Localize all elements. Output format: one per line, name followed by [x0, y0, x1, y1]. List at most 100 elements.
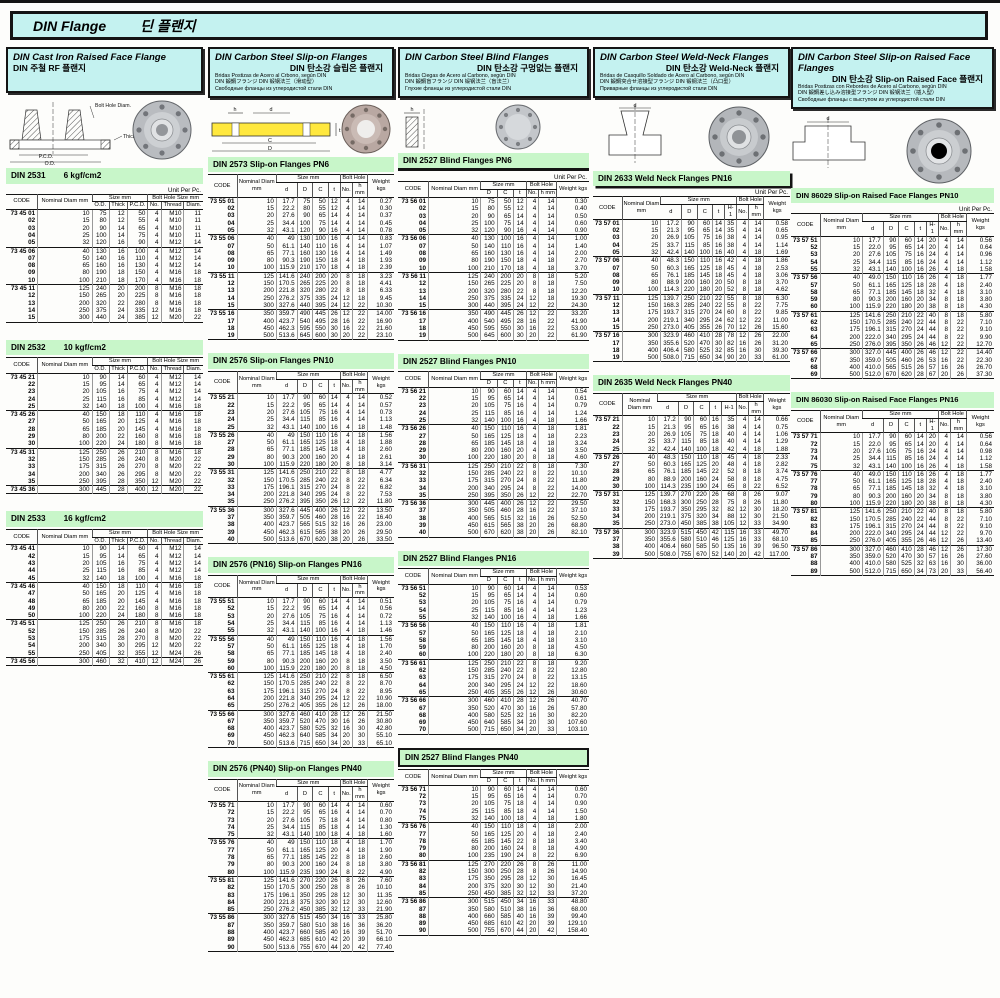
column-header: C [898, 418, 915, 433]
table-row: 13 200 320 280 22 8 18 12.20 [419, 287, 589, 295]
column-header: h mm [538, 379, 557, 388]
table-row: 70 500 513.6 715 650 34 20 33 65.10 [227, 739, 394, 748]
table-row: 34 200 221.8 340 295 24 8 22 7.53 [227, 491, 394, 499]
column-header: h mm [538, 189, 557, 198]
din-2576-pn40-table-block: DIN 2576 (PN40) Slip-on Flanges PN40 CODE… [208, 761, 394, 952]
table-row: 18 450 462.3 595 550 30 16 22 21.60 [227, 324, 394, 333]
table-title-bar: DIN 2531 6 kgf/cm2 [6, 168, 203, 184]
table-row: 25 32 140 18 100 4 M16 18 [28, 402, 203, 411]
pressure-rating: 6 kgf/cm2 [63, 171, 102, 180]
table-title-bar: DIN 2527 Blind Flanges PN6 [398, 152, 589, 172]
table-row: 73 56 01 10 75 50 12 4 14 0.30 [398, 196, 589, 206]
column-header: No. [339, 786, 353, 802]
table-row: 22 15 22.2 95 65 14 4 14 0.57 [227, 401, 394, 409]
table-row: 73 57 51 10 17.7 90 60 14 20 4 14 0.56 [791, 235, 994, 245]
table-row: 35 250 276.2 395 350 26 12 22 11.80 [227, 498, 394, 507]
column-header: Bolt Hole [525, 181, 557, 191]
table-row: 25 32 43.1 140 100 16 4 18 1.48 [227, 423, 394, 432]
table-row: 60 100 220 180 20 8 18 6.30 [419, 651, 589, 660]
column-header: C [312, 786, 329, 802]
section-slip-on-raised-face: DIN Carbon Steel Slip-on Raised Face Fla… [791, 47, 994, 589]
table-row: 53 175 315 28 270 8 M20 22 [28, 635, 203, 643]
din-2527-pn16-table-block: DIN 2527 Blind Flanges PN16 CODE Nominal D… [398, 550, 589, 735]
column-header: t [327, 786, 341, 802]
din-2533-table-block: DIN 2533 16 kgf/cm2 CODE Nominal Diam mm Siz… [6, 511, 203, 666]
table-title: DIN 2633 Weld Neck Flanges PN16 [598, 173, 733, 183]
column-header: D [680, 204, 697, 220]
label-dd: D [268, 146, 272, 152]
spec-table: CODE Nominal Diam mm Size mm Bolt Hole Size… [6, 357, 203, 494]
column-header: t [712, 204, 725, 220]
table-title: DIN 2527 Blind Flanges PN6 [403, 155, 512, 165]
table-row: 57 50 165 125 18 4 18 2.10 [419, 629, 589, 637]
table-row: 73 57 16 300 323.9 460 410 28 78 12 26 22.00 [593, 331, 790, 340]
column-header: d [669, 208, 673, 215]
flange-photo [132, 100, 192, 160]
din-2576-pn10-table-block: DIN 2576 Slip-on Flanges PN10 CODE Nominal… [208, 353, 394, 544]
table-row: 74 25 115 85 18 4 14 1.50 [419, 807, 589, 815]
column-header: Bolt Hole [937, 410, 967, 419]
table-row: 30 100 220 180 20 8 18 4.60 [419, 454, 589, 463]
din-2576-pn16-table-block: DIN 2576 (PN16) Slip-on Flanges PN16 CODE… [208, 557, 394, 748]
table-row: 29 80 200 160 20 4 18 3.50 [419, 447, 589, 455]
column-header: Diam. [183, 201, 203, 210]
table-row: 19 500 645 600 30 20 22 61.90 [419, 332, 589, 341]
table-row: 23 20 27.6 105 75 16 4 14 0.73 [227, 408, 394, 417]
column-header: P.C.D. [126, 537, 148, 545]
table-row: 32 150 168.3 300 250 28 75 8 26 11.80 [612, 498, 790, 506]
table-row: 69 450 640 585 34 20 30 107.60 [419, 719, 589, 727]
section-cast-iron: DIN Cast Iron Raised Face Flange DIN 주철 … [6, 47, 203, 683]
section-subtitle: DIN 탄소강 Weld-Neck 플랜지 [665, 63, 779, 73]
table-row: 13 200 320 22 280 8 M16 18 [28, 299, 203, 307]
table-row: 73 56 16 350 490 445 26 12 22 33.20 [398, 309, 589, 318]
table-row: 35 250 395 350 26 12 22 22.70 [419, 491, 589, 500]
column-header: P.C.D. [126, 201, 148, 210]
section-title: DIN Carbon Steel Blind Flanges [405, 52, 549, 63]
table-row: 82 150 300 250 28 8 26 14.90 [419, 868, 589, 876]
table-row: 73 56 81 125 270 220 26 8 26 11.00 [398, 859, 589, 869]
flange-photo [708, 106, 770, 168]
column-header: h mm [949, 418, 967, 433]
table-row: 08 65 77.1 160 130 16 4 14 1.49 [227, 249, 394, 258]
table-row: 42 15 95 14 65 4 M12 14 [28, 552, 203, 561]
table-row: 72 15 22.0 95 65 14 20 4 14 0.64 [810, 440, 994, 448]
column-header: D [677, 401, 694, 416]
table-row: 84 200 221.8 375 320 30 12 30 12.60 [227, 898, 394, 907]
note-jp-cn: DIN 鍛鋼突合せ溶接型フランジ DIN 锻钢法兰（凸口型） [600, 79, 734, 86]
table-row: 38 400 565 515 32 16 26 52.50 [419, 514, 589, 523]
section-title: DIN Carbon Steel Slip-on Raised Face Fla… [798, 52, 971, 74]
column-header: CODE [797, 418, 814, 425]
table-row: 50 100 220 24 180 8 M16 18 [28, 612, 203, 620]
table-title: DIN 2531 [11, 171, 46, 180]
table-row: 73 55 16 350 359.7 490 445 26 12 22 14.00 [208, 309, 394, 318]
section-header: DIN Carbon Steel Slip-on Raised Face Fla… [791, 47, 994, 109]
column-header: Thick [108, 537, 128, 545]
table-row: 13 175 193.7 315 270 24 60 8 22 9.85 [612, 309, 790, 317]
table-row: 60 100 115.9 220 180 20 38 8 18 4.30 [810, 303, 994, 312]
table-row: 45 32 140 18 100 4 M16 18 [28, 574, 203, 583]
rf-cross-section [792, 125, 866, 161]
table-row: 89 500 512.0 715 650 34 73 20 33 56.40 [810, 567, 994, 576]
column-header: Weight kgs [556, 769, 589, 786]
leader-line [89, 105, 95, 119]
leader-line-thick [113, 135, 123, 141]
column-header: Size mm [656, 393, 737, 402]
table-row: 68 400 423.7 580 525 32 16 30 42.80 [227, 725, 394, 733]
column-header: D [296, 786, 313, 802]
column-header: Nominal Diam mm [621, 393, 658, 416]
column-header: Size mm [480, 181, 527, 191]
column-header: CODE [599, 401, 616, 408]
table-row: 14 250 276.2 375 335 24 12 18 9.45 [227, 294, 394, 302]
table-row: 09 80 190 150 18 4 18 2.70 [419, 257, 589, 265]
flange-photo [341, 104, 391, 154]
column-header: Nominal Diam mm [819, 410, 863, 433]
table-row: 73 20 27.6 105 75 18 4 14 0.80 [227, 816, 394, 824]
table-title-bar: DIN 2576 (PN16) Slip-on Flanges PN16 [208, 557, 394, 573]
table-row: 73 45 21 10 90 14 60 4 M12 14 [6, 372, 203, 381]
table-row: 69 500 512.0 670 620 28 67 20 26 37.30 [810, 371, 994, 379]
table-row: 72 15 95 65 16 4 14 0.70 [419, 793, 589, 801]
table-row: 73 55 01 10 17.7 75 50 12 4 14 0.27 [208, 196, 394, 206]
page-title: DIN Flange [33, 17, 107, 34]
column-header: Bolt Hole [339, 174, 368, 184]
table-row: 73 45 11 125 240 20 200 8 M16 18 [6, 284, 203, 293]
